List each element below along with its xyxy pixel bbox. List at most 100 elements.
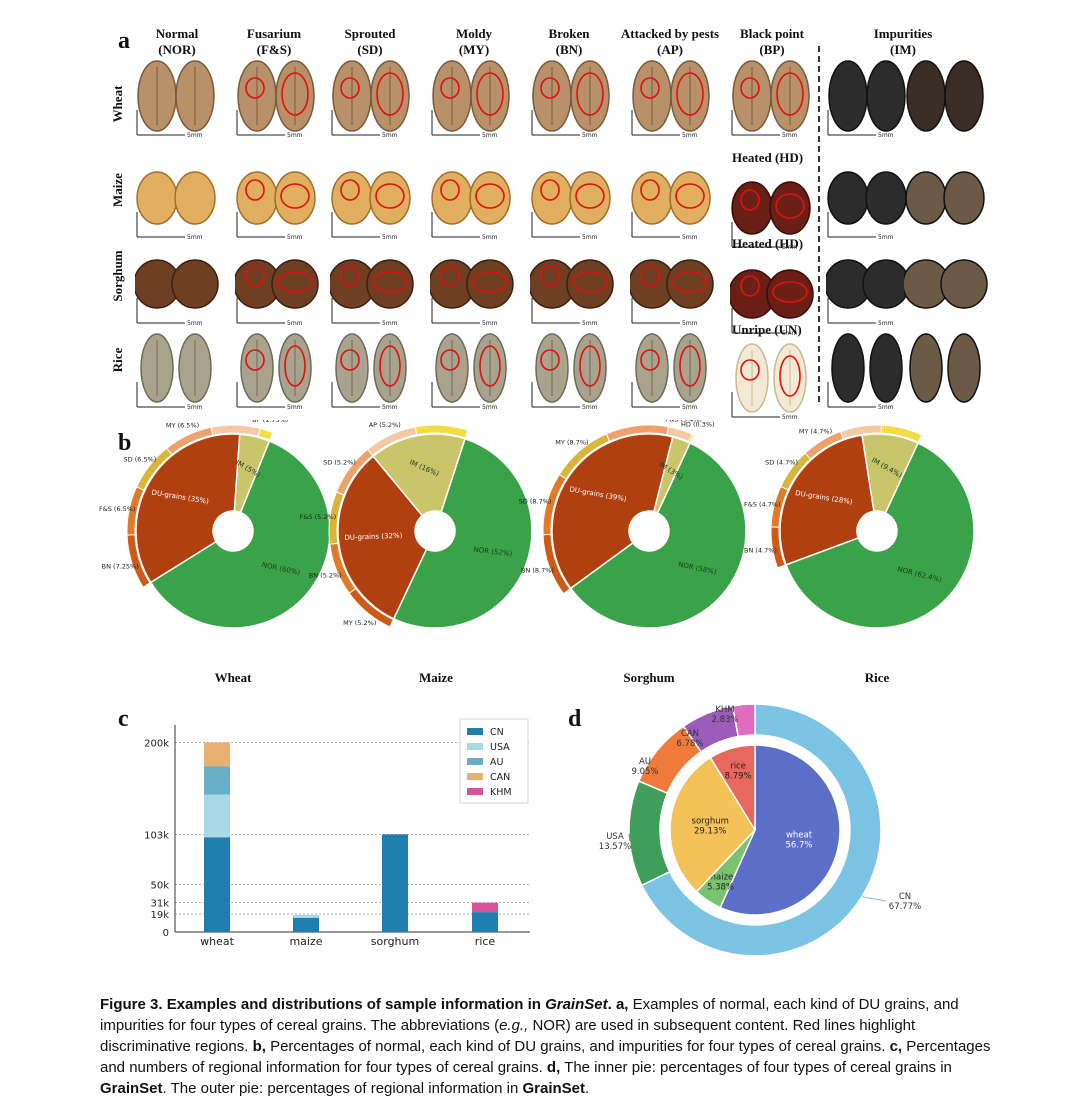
grain-image-cell: 5mm [331,60,410,138]
donut-outer-label: HD (0.3%) [681,421,715,429]
scale-bar-label: 5mm [782,244,798,250]
y-tick-label: 0 [163,928,169,939]
column-header-name: Black point [740,26,804,41]
discriminative-region-outline [440,349,460,371]
discriminative-region-outline [740,77,760,99]
legend-label: CN [490,727,504,738]
column-header-abbr: (MY) [458,42,490,57]
column-header-name: Attacked by pests [620,26,720,41]
donut-outer-label: MY (8.7%) [555,439,588,447]
donut-outer-slice [880,424,923,443]
donut-outer-slice [804,430,844,460]
grain-image-cell: 5mm [136,333,212,410]
scale-bar-label: 5mm [187,320,203,326]
column-header: Attacked by pests (AP) [615,26,725,58]
column-header: Black point (BP) [717,26,827,58]
column-header: Moldy (MY) [419,26,529,58]
scale-bar-label: 5mm [482,404,498,410]
legend-label: AU [490,757,503,768]
scale-bar-label: 5mm [682,234,698,240]
scale-bar-label: 5mm [782,330,798,336]
column-header-abbr: (SD) [357,42,383,57]
donut-outer-label: F&S (3.4%) [665,420,702,423]
inner-pie-name: sorghum [692,816,729,826]
grain-image-cell [904,259,988,309]
caption-a-text: Examples of normal, each kind of DU grai… [100,996,959,1034]
column-header-name: Moldy [455,26,493,41]
scale-bar-label: 5mm [782,132,798,138]
grain-image-cell: 5mm [431,60,510,138]
caption-b-text: Percentages of normal, each kind of DU g… [270,1038,886,1055]
donut-outer-label: SD (5.2%) [323,459,356,467]
discriminative-region-outline [672,271,708,293]
outer-pie-leader [739,705,745,715]
column-header-name: Fusarium [246,26,302,41]
panel-c-letter: c [118,706,129,732]
donut-outer-slice [328,491,345,545]
grain-image-cell: 5mm [827,60,906,138]
caption-title: Examples and distributions of sample inf… [166,996,541,1013]
discriminative-region-outline [475,183,505,209]
scale-bar-label: 5mm [482,320,498,326]
scale-bar-label: 5mm [187,234,203,240]
scale-bar-label: 5mm [878,132,894,138]
grain-kernel [862,259,910,309]
caption-c-text: Percentages and numbers of regional info… [100,1038,991,1076]
column-header-name: Sprouted [344,26,396,41]
scale-bar-label: 5mm [582,320,598,326]
grain-kernel [865,171,907,225]
scale-bar-label: 5mm [287,320,303,326]
column-header: Broken (BN) [514,26,624,58]
grain-image-cell: 5mm [731,60,810,138]
grain-image-cell: 5mm [730,269,814,336]
grain-image-cell: 5mm [236,333,312,410]
discriminative-region-outline [277,271,313,293]
grain-image-cell: 5mm [431,171,511,240]
bar-segment [472,902,498,913]
outer-pie-value: 9.05% [631,767,658,777]
legend-swatch [467,728,483,735]
column-header-name: Impurities [873,26,933,41]
column-header: Impurities (IM) [848,26,958,58]
legend-swatch [467,773,483,780]
discriminative-region-outline [540,349,560,371]
column-header-abbr: (IM) [890,42,916,57]
y-tick-label: 103k [144,830,169,841]
discriminative-region-outline [340,349,360,371]
grain-kernel [366,259,414,309]
discriminative-region-outline [775,193,805,219]
donut-inner-slice [337,455,428,620]
outer-pie-leader [704,713,708,739]
inner-pie-slice [709,744,756,831]
grain-kernel [174,171,216,225]
grain-kernel [827,171,869,225]
donut-inner-label: DU-grains (32%) [344,532,402,542]
caption-b-letter: b, [252,1038,266,1055]
discriminative-region-outline [479,345,501,387]
grain-image-cell: 5mm [631,333,707,410]
discriminative-region-outline [280,183,310,209]
discriminative-region-outline [540,179,560,201]
donut-outer-label: BN (7.25%) [102,563,139,571]
scale-bar-label: 5mm [187,404,203,410]
grain-image-cell: 5mm [631,60,710,138]
discriminative-region-outline [245,77,265,99]
grain-image-cell: 5mm [330,259,414,326]
scale-bar-label: 5mm [382,234,398,240]
outer-pie-leader [656,750,661,767]
discriminative-region-outline [376,72,404,116]
impurities-divider [818,46,820,402]
grain-image-cell: 5mm [331,333,407,410]
column-header-abbr: (BN) [555,42,583,57]
donut-outer-label: MY (6.5%) [166,421,199,429]
donut-outer-label: SD (6.5%) [124,455,157,463]
pie-caption-maize: Maize [419,670,453,685]
discriminative-region-outline [679,345,701,387]
grain-kernel [569,171,611,225]
caption-a-eg: e.g., [499,1017,529,1034]
sublabel-maize-heated: Heated (HD) [732,150,804,165]
grain-kernel [831,333,865,403]
grain-kernel [369,171,411,225]
column-header: Sprouted (SD) [315,26,425,58]
